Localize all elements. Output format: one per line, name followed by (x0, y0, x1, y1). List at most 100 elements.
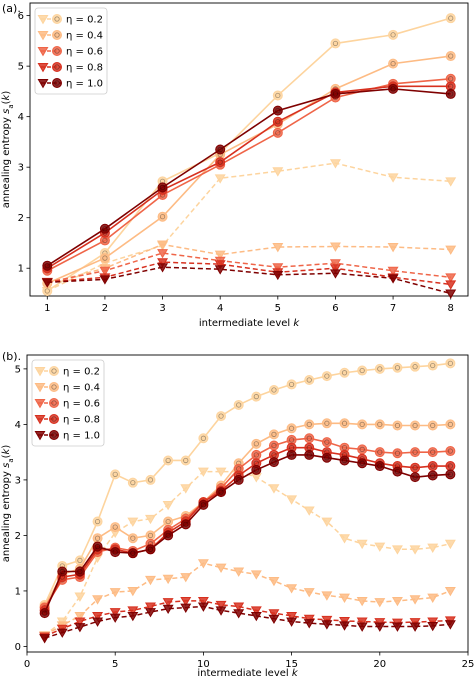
x-tick-label: 4 (217, 303, 223, 314)
solid-point-ring (306, 445, 312, 451)
solid-point-ring (359, 367, 365, 374)
dashed-point (92, 595, 104, 605)
solid-point (445, 461, 456, 472)
solid-point (233, 399, 244, 410)
legend-tri (37, 15, 49, 25)
solid-point (374, 461, 385, 472)
dashed-point (391, 545, 403, 555)
dashed-point (162, 574, 174, 585)
solid-point-ring (306, 452, 312, 458)
solid-point-ring (390, 86, 396, 92)
dashed-point (445, 245, 457, 255)
solid-point-ring (430, 472, 436, 479)
solid-point (445, 13, 456, 24)
solid-point (251, 438, 262, 449)
plot-frame (29, 2, 469, 297)
solid-point-ring (306, 421, 312, 427)
solid-point-ring (200, 435, 206, 441)
legend-tri (34, 399, 46, 409)
solid-point (427, 447, 438, 458)
solid-point-ring (218, 489, 224, 495)
legend-label: η = 0.4 (63, 383, 100, 394)
solid-series-line (46, 55, 451, 285)
solid-point (286, 449, 297, 460)
dashed-point (214, 174, 226, 184)
solid-point (268, 457, 279, 468)
legend-label: η = 0.6 (63, 399, 100, 410)
solid-point (157, 182, 168, 193)
solid-point-ring (324, 420, 330, 426)
dashed-point (74, 592, 86, 602)
solid-point-ring (217, 159, 223, 165)
legend-label: η = 0.2 (66, 15, 103, 26)
solid-point (427, 461, 438, 472)
legend-entry: η = 0.4 (34, 382, 100, 394)
dashed-point (197, 596, 209, 607)
dashed-series-line (44, 605, 451, 639)
dashed-point (92, 617, 104, 627)
solid-point-ring (147, 546, 154, 552)
solid-point (92, 533, 103, 544)
x-tick-label: 2 (102, 303, 108, 314)
solid-point (304, 374, 315, 385)
solid-point (272, 127, 283, 138)
x-tick-label: 5 (275, 303, 281, 314)
solid-point-ring (130, 535, 136, 541)
dashed-point (409, 618, 421, 628)
x-tick-label: 20 (373, 659, 386, 670)
dashed-point (214, 265, 226, 275)
solid-point (321, 418, 332, 429)
solid-point (163, 455, 174, 466)
x-tick-label: 7 (390, 303, 396, 314)
dashed-point (162, 500, 174, 511)
solid-series-line (46, 77, 451, 272)
x-tick-label: 5 (112, 659, 118, 670)
legend-circle (52, 46, 62, 56)
dashed-point (268, 576, 280, 587)
solid-point (99, 223, 110, 234)
legend-entry: η = 0.4 (37, 30, 103, 42)
solid-point (410, 472, 421, 483)
solid-point-ring (288, 452, 295, 458)
dashed-point (233, 609, 245, 619)
dashed-point (329, 159, 341, 169)
legend-tri (37, 63, 49, 73)
solid-point (304, 433, 315, 444)
solid-point (110, 547, 121, 558)
solid-point-ring (159, 214, 166, 220)
dashed-series-line (44, 562, 451, 636)
dashed-point (268, 614, 280, 625)
solid-point-ring (359, 460, 365, 466)
solid-point-ring (390, 32, 396, 38)
dashed-point (127, 611, 139, 622)
solid-series-line (43, 422, 451, 607)
solid-point-ring (253, 394, 259, 400)
dashed-point (41, 278, 53, 288)
solid-point-ring (430, 463, 436, 469)
solid-point-ring (165, 532, 171, 539)
solid-point-ring (447, 421, 453, 427)
solid-point-ring (377, 463, 383, 469)
solid-point-ring (44, 263, 50, 269)
solid-point (180, 519, 191, 530)
dashed-point (109, 588, 121, 598)
dashed-point (445, 273, 457, 283)
solid-point-ring (102, 237, 108, 244)
x-tick-label: 10 (197, 659, 210, 670)
legend-circle (52, 78, 62, 88)
solid-point-ring (130, 550, 136, 556)
y-tick-label: 3 (15, 475, 21, 486)
solid-point (445, 88, 456, 99)
y-tick-label: 5 (15, 364, 21, 375)
legend-entry: η = 0.6 (34, 398, 100, 410)
series-eta-1 (41, 51, 457, 289)
legend-circle-ring (54, 48, 60, 54)
solid-point (445, 469, 456, 480)
solid-point (268, 429, 279, 440)
solid-point (272, 116, 283, 127)
solid-point (99, 253, 110, 264)
x-tick-label: 25 (462, 659, 474, 670)
legend-tri (34, 383, 46, 393)
solid-point-ring (394, 468, 401, 475)
solid-series-line (46, 85, 451, 269)
